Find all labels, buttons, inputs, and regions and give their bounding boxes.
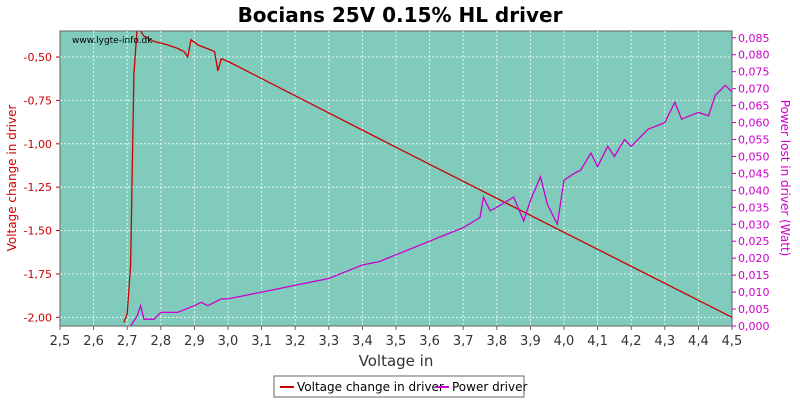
y-left-tick-label: -1,50 <box>24 225 52 238</box>
y-right-tick-label: 0,015 <box>738 269 770 282</box>
series-line-voltage-change <box>123 31 732 323</box>
legend: Voltage change in driver Power driver <box>273 375 527 398</box>
y-axis-right: 0,000 0,005 0,010 0,015 0,020 0,025 0,030 0,035… <box>732 32 770 333</box>
y-right-tick-label: 0,070 <box>738 83 770 96</box>
x-tick-label: 3,1 <box>251 334 272 349</box>
y-axis-left-label: Voltage change in driver <box>5 105 19 252</box>
y-right-tick-label: 0,065 <box>738 100 770 113</box>
x-tick-label: 3,6 <box>419 334 440 349</box>
x-tick-label: 2,6 <box>83 334 104 349</box>
x-tick-label: 3,4 <box>352 334 373 349</box>
y-right-tick-label: 0,055 <box>738 134 770 147</box>
legend-label-voltage-change: Voltage change in driver <box>297 380 444 394</box>
x-tick-label: 2,7 <box>117 334 138 349</box>
x-axis-label: Voltage in <box>359 352 434 370</box>
x-tick-label: 3,0 <box>218 334 239 349</box>
y-right-tick-label: 0,030 <box>738 218 770 231</box>
legend-label-power: Power driver <box>452 380 527 394</box>
y-right-tick-label: 0,075 <box>738 66 770 79</box>
x-tick-label: 3,2 <box>285 334 306 349</box>
y-right-tick-label: 0,010 <box>738 286 770 299</box>
x-tick-label: 4,3 <box>654 334 675 349</box>
y-right-tick-label: 0,060 <box>738 117 770 130</box>
x-tick-label: 4,0 <box>554 334 575 349</box>
legend-box <box>273 375 525 398</box>
y-right-tick-label: 0,000 <box>738 320 770 333</box>
x-tick-label: 2,5 <box>50 334 71 349</box>
x-tick-label: 4,2 <box>621 334 642 349</box>
y-left-tick-label: -0,75 <box>24 94 52 107</box>
y-right-tick-label: 0,035 <box>738 201 770 214</box>
y-right-tick-label: 0,020 <box>738 252 770 265</box>
y-right-tick-label: 0,080 <box>738 49 770 62</box>
y-right-tick-label: 0,005 <box>738 303 770 316</box>
y-left-tick-label: -1,00 <box>24 138 52 151</box>
y-right-tick-label: 0,025 <box>738 235 770 248</box>
series-group <box>123 31 732 326</box>
y-left-tick-label: -1,75 <box>24 268 52 281</box>
chart-title: Bocians 25V 0.15% HL driver <box>238 3 563 27</box>
x-axis: 2,5 2,6 2,7 2,8 2,9 3,0 3,1 3,2 3,3 3,4 3,5 3,6 3,7 3… <box>50 326 743 349</box>
x-tick-label: 4,1 <box>587 334 608 349</box>
y-left-tick-label: -1,25 <box>24 181 52 194</box>
x-tick-label: 3,7 <box>453 334 474 349</box>
y-right-tick-label: 0,050 <box>738 150 770 163</box>
x-tick-label: 2,9 <box>184 334 205 349</box>
y-axis-left: -0,50 -0,75 -1,00 -1,25 -1,50 -1,75 -2,00 <box>24 51 60 324</box>
y-axis-right-label: Power lost in driver (Watt) <box>778 100 792 257</box>
x-tick-label: 3,9 <box>520 334 541 349</box>
y-right-tick-label: 0,045 <box>738 167 770 180</box>
series-line-power <box>130 84 732 326</box>
x-tick-label: 3,5 <box>386 334 407 349</box>
y-left-tick-label: -2,00 <box>24 311 52 324</box>
watermark: www.lygte-info.dk <box>72 36 153 46</box>
y-right-tick-label: 0,040 <box>738 184 770 197</box>
x-tick-label: 4,4 <box>688 334 709 349</box>
x-tick-label: 3,8 <box>486 334 507 349</box>
y-left-tick-label: -0,50 <box>24 51 52 64</box>
x-tick-label: 4,5 <box>722 334 743 349</box>
x-tick-label: 2,8 <box>150 334 171 349</box>
grid-lines <box>60 31 732 326</box>
y-right-tick-label: 0,085 <box>738 32 770 45</box>
x-tick-label: 3,3 <box>318 334 339 349</box>
